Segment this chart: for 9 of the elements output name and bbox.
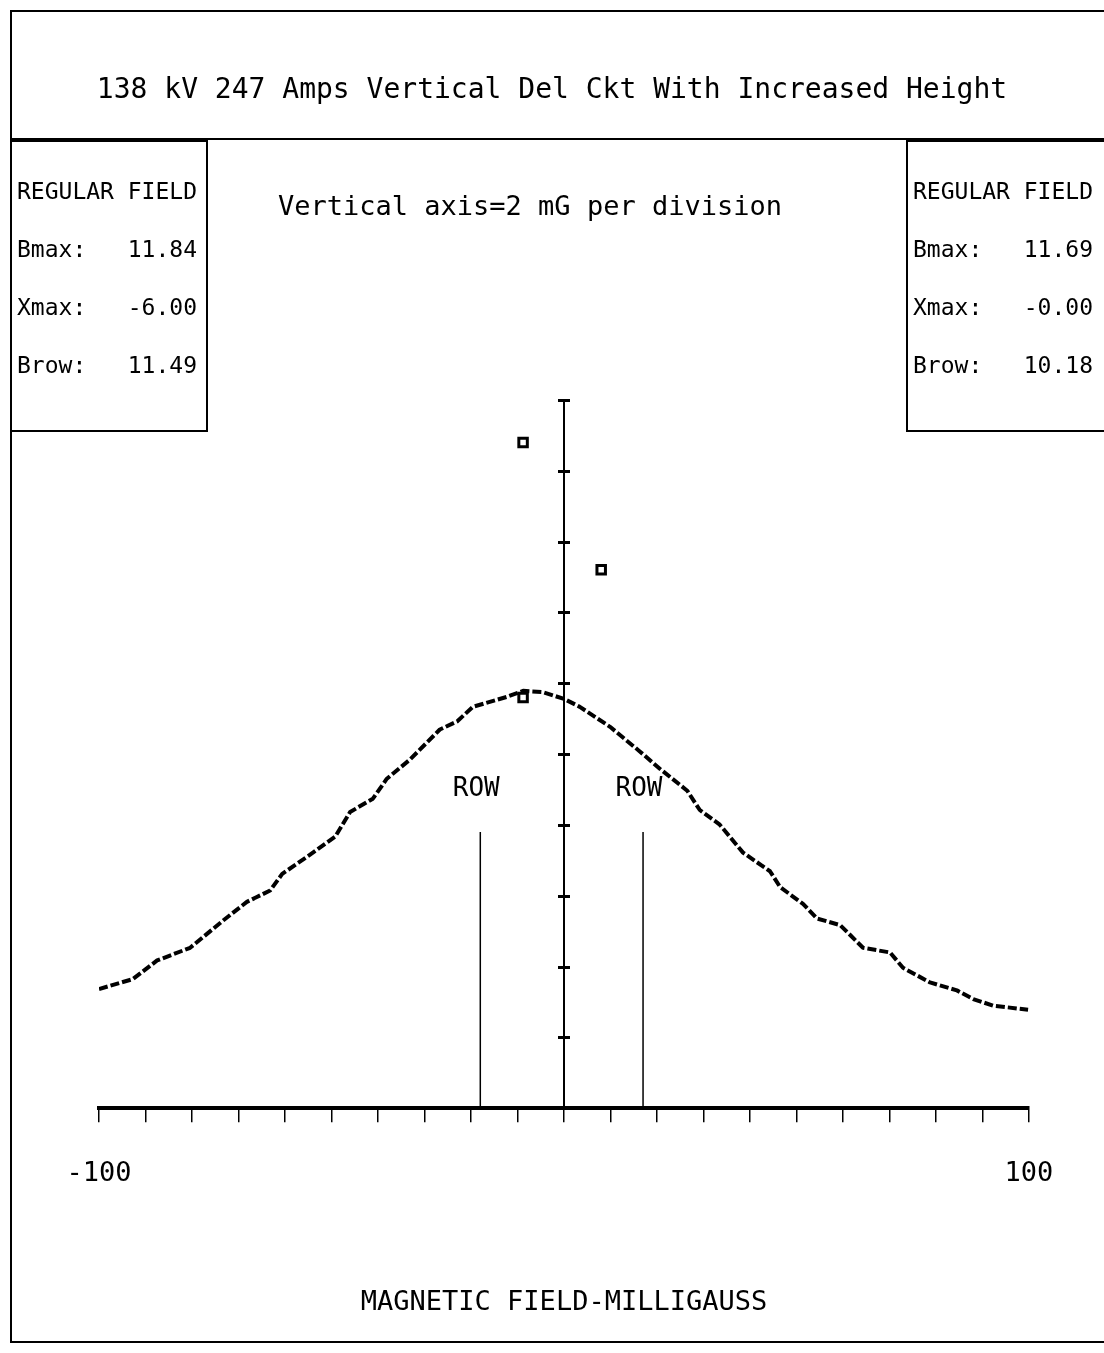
ref-line-label: ROW [452,771,501,802]
text-box: REGULAR FIELD Bmax: 11.69 Xmax: -0.00 Brow: 10.18 [906,140,1104,432]
chart-subtitle: Vertical axis=2 mG per division [277,190,783,221]
chart-title: 138 kV 247 Amps Vertical Del Ckt With Increased Height [95,72,1009,105]
x-tick-label: -100 [66,1156,132,1188]
ref-line-label: ROW [615,771,663,802]
x-axis-title: MAGNETIC FIELD-MILLIGAUSS [360,1284,768,1316]
x-tick-label: 100 [1004,1156,1054,1188]
text-box: REGULAR FIELD Bmax: 11.84 Xmax: -6.00 Brow: 11.49 [10,140,208,432]
